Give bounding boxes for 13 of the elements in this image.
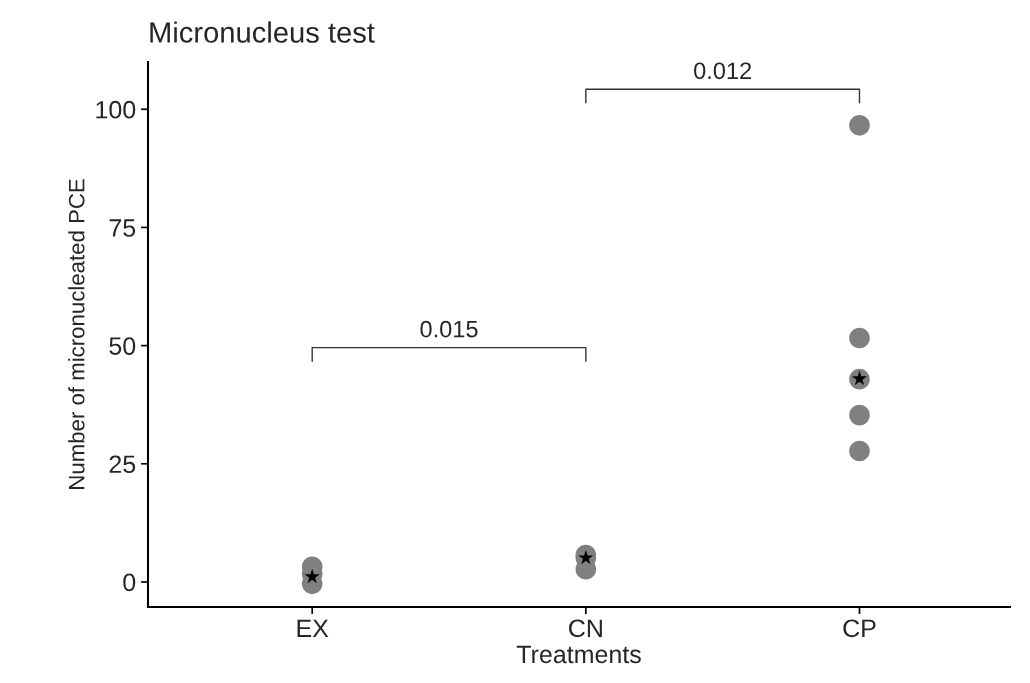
y-tick-label: 25: [109, 455, 136, 474]
x-tick-label: CN: [569, 619, 602, 638]
annotation: 0.015: [420, 320, 478, 338]
y-tick-label: 75: [109, 219, 136, 237]
annotation: 0.012: [694, 62, 752, 80]
chart-title: Micronucleus test: [150, 21, 375, 43]
y-tick-label: 50: [109, 337, 136, 355]
y-tick-label: 100: [96, 100, 136, 119]
y-axis-title: Number of micronucleated PCE: [68, 179, 85, 489]
y-tick-label: 0: [123, 573, 136, 592]
x-tick-label: EX: [297, 619, 329, 637]
x-axis-title: Treatments: [516, 645, 641, 664]
x-tick-label: CP: [843, 619, 876, 638]
